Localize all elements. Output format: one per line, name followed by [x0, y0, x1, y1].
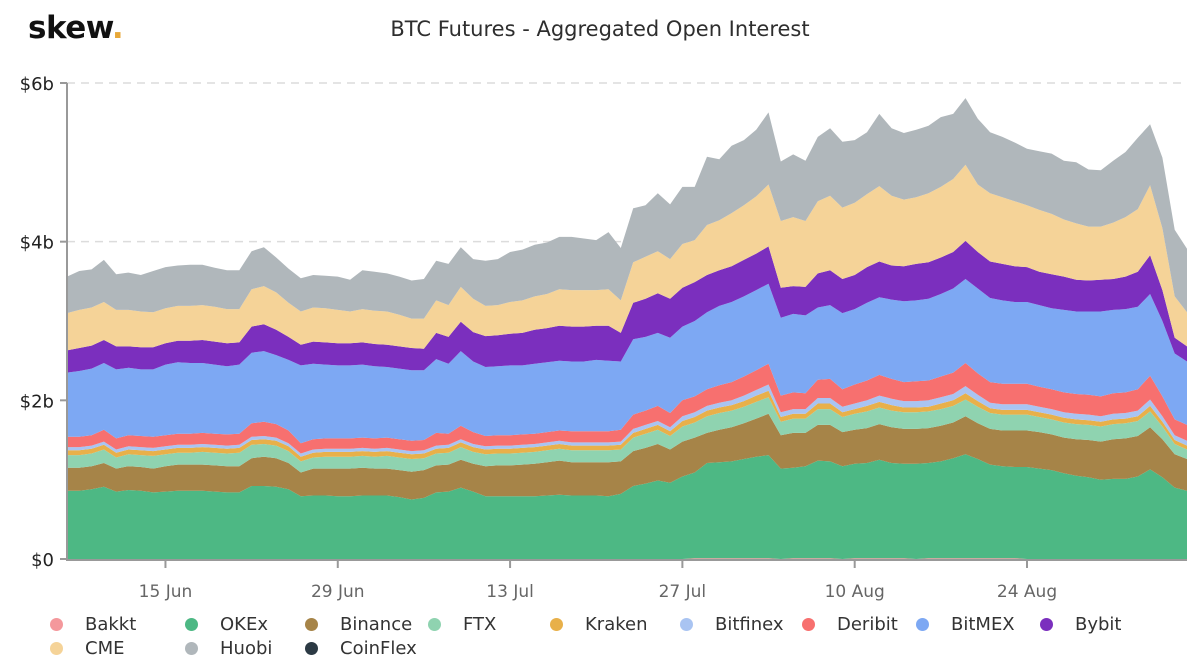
legend-dot-icon — [305, 618, 318, 631]
legend-dot-icon — [550, 618, 563, 631]
area-okex — [67, 454, 1187, 559]
legend-item-ftx[interactable]: FTX — [428, 614, 496, 635]
legend-label: Huobi — [220, 638, 273, 659]
legend-item-okex[interactable]: OKEx — [185, 614, 268, 635]
skew-logo: skew. — [28, 10, 124, 46]
legend-dot-icon — [185, 618, 198, 631]
legend-label: Bakkt — [85, 614, 137, 635]
legend-dot-icon — [680, 618, 693, 631]
legend-item-bitmex[interactable]: BitMEX — [916, 614, 1015, 635]
y-tick-label: $4b — [20, 233, 54, 254]
legend-dot-icon — [1040, 618, 1053, 631]
x-ticks: 15 Jun 29 Jun 13 Jul 27 Jul 10 Aug 24 Aug — [139, 560, 1057, 602]
chart-title: BTC Futures - Aggregated Open Interest — [390, 17, 810, 41]
legend-item-deribit[interactable]: Deribit — [802, 614, 898, 635]
legend-dot-icon — [50, 642, 63, 655]
y-tick-label: $6b — [20, 74, 54, 95]
legend-item-bakkt[interactable]: Bakkt — [50, 614, 136, 635]
area-bakkt — [67, 558, 1187, 559]
legend-item-huobi[interactable]: Huobi — [185, 638, 272, 659]
legend-label: Kraken — [585, 614, 648, 635]
area-bitfinex — [67, 384, 1187, 457]
legend-item-binance[interactable]: Binance — [305, 614, 412, 635]
y-tick-label: $0 — [31, 550, 54, 571]
area-huobi — [67, 98, 1187, 319]
legend-label: BitMEX — [951, 614, 1015, 635]
y-ticks: $0 $2b $4b $6b — [20, 74, 67, 571]
area-binance — [67, 413, 1187, 500]
area-layers — [67, 98, 1187, 559]
legend-item-kraken[interactable]: Kraken — [550, 614, 648, 635]
legend-label: OKEx — [220, 614, 268, 635]
x-tick-label: 29 Jun — [311, 582, 365, 602]
legend-dot-icon — [428, 618, 441, 631]
x-tick-label: 27 Jul — [659, 582, 707, 602]
axes — [66, 83, 1187, 561]
x-tick-label: 15 Jun — [139, 582, 193, 602]
legend-dot-icon — [916, 618, 929, 631]
stacked-area-chart: $0 $2b $4b $6b 15 Jun 29 Jun 13 Jul 27 Jul 10 A… — [20, 74, 1187, 602]
legend-label: CME — [85, 638, 125, 659]
legend-item-bybit[interactable]: Bybit — [1040, 614, 1122, 635]
legend-label: Deribit — [837, 614, 898, 635]
x-tick-label: 10 Aug — [825, 582, 885, 602]
legend-dot-icon — [305, 642, 318, 655]
x-tick-label: 24 Aug — [997, 582, 1057, 602]
legend-dot-icon — [185, 642, 198, 655]
area-ftx — [67, 397, 1187, 473]
legend-label: Binance — [340, 614, 413, 635]
y-tick-label: $2b — [20, 391, 54, 412]
legend-label: FTX — [463, 614, 497, 635]
legend-label: Bybit — [1075, 614, 1122, 635]
legend-item-coinflex[interactable]: CoinFlex — [305, 638, 417, 659]
legend-label: CoinFlex — [340, 638, 417, 659]
legend-item-bitfinex[interactable]: Bitfinex — [680, 614, 784, 635]
legend-dot-icon — [50, 618, 63, 631]
area-cme — [67, 164, 1187, 351]
logo-text: skew — [28, 10, 112, 46]
logo-dot: . — [111, 10, 124, 46]
area-kraken — [67, 390, 1187, 462]
legend-label: Bitfinex — [715, 614, 784, 635]
x-tick-label: 13 Jul — [486, 582, 534, 602]
area-bybit — [67, 240, 1187, 373]
legend-item-cme[interactable]: CME — [50, 638, 124, 659]
area-bitmex — [67, 279, 1187, 444]
legend-dot-icon — [802, 618, 815, 631]
area-deribit — [67, 363, 1187, 454]
